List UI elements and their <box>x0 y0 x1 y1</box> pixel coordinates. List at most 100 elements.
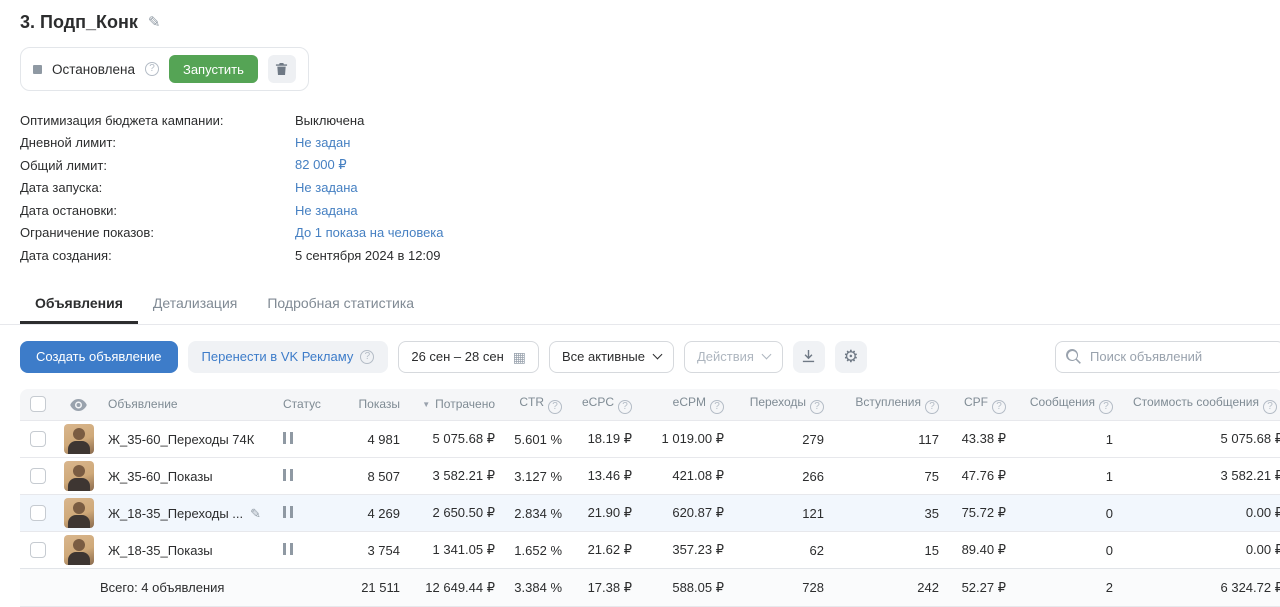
edit-ad-icon[interactable]: ✎ <box>250 506 261 521</box>
col-ad[interactable]: Объявление <box>100 389 275 421</box>
date-range-picker[interactable]: 26 сен – 28 сен ▦ <box>398 341 539 373</box>
cell-ecpc: 21.62 ₽ <box>570 532 640 569</box>
search-input[interactable] <box>1055 341 1280 373</box>
cell-clicks: 266 <box>732 458 832 495</box>
col-joins[interactable]: Вступления <box>832 389 947 421</box>
col-message-cost[interactable]: Стоимость сообщения <box>1121 389 1280 421</box>
date-range-label: 26 сен – 28 сен <box>411 349 503 364</box>
property-value[interactable]: Не задана <box>295 203 358 218</box>
table-totals-row: Всего: 4 объявления 21 511 12 649.44 ₽ 3… <box>20 569 1280 607</box>
tabs: Объявления Детализация Подробная статист… <box>0 289 1280 325</box>
status-filter-label: Все активные <box>562 349 645 364</box>
col-status[interactable]: Статус <box>275 389 330 421</box>
export-button[interactable] <box>793 341 825 373</box>
ad-thumbnail[interactable] <box>64 498 94 528</box>
property-label: Общий лимит: <box>20 158 295 173</box>
cell-status <box>275 421 330 458</box>
property-label: Дата запуска: <box>20 180 295 195</box>
property-label: Ограничение показов: <box>20 225 295 240</box>
cell-message-cost: 3 582.21 ₽ <box>1121 458 1280 495</box>
cell-ecpm: 357.23 ₽ <box>640 532 732 569</box>
tab-ads[interactable]: Объявления <box>20 289 138 324</box>
cell-messages: 0 <box>1014 495 1121 532</box>
ad-name-link[interactable]: Ж_35-60_Переходы 74К <box>108 432 254 447</box>
sort-desc-icon <box>422 397 435 411</box>
create-ad-button[interactable]: Создать объявление <box>20 341 178 373</box>
ad-thumbnail[interactable] <box>64 535 94 565</box>
cell-ctr: 3.127 % <box>503 458 570 495</box>
clicks-help-icon[interactable] <box>810 400 824 414</box>
col-ecpc[interactable]: eCPC <box>570 389 640 421</box>
total-ecpc: 17.38 ₽ <box>570 569 640 607</box>
cell-cpf: 89.40 ₽ <box>947 532 1014 569</box>
cell-cpf: 47.76 ₽ <box>947 458 1014 495</box>
status-filter-dropdown[interactable]: Все активные <box>549 341 674 373</box>
cell-ctr: 2.834 % <box>503 495 570 532</box>
col-ecpm[interactable]: eCPM <box>640 389 732 421</box>
cell-clicks: 121 <box>732 495 832 532</box>
ctr-help-icon[interactable] <box>548 400 562 414</box>
cell-ecpm: 421.08 ₽ <box>640 458 732 495</box>
actions-dropdown[interactable]: Действия <box>684 341 783 373</box>
download-icon <box>801 349 816 364</box>
col-spent[interactable]: Потрачено <box>408 389 503 421</box>
cell-messages: 1 <box>1014 421 1121 458</box>
header-visibility <box>56 389 100 421</box>
cell-messages: 1 <box>1014 458 1121 495</box>
ecpm-help-icon[interactable] <box>710 400 724 414</box>
cpf-help-icon[interactable] <box>992 400 1006 414</box>
cell-thumbnail <box>56 458 100 495</box>
col-impressions[interactable]: Показы <box>330 389 408 421</box>
total-spent: 12 649.44 ₽ <box>408 569 503 607</box>
ecpc-help-icon[interactable] <box>618 400 632 414</box>
col-cpf[interactable]: CPF <box>947 389 1014 421</box>
col-messages[interactable]: Сообщения <box>1014 389 1121 421</box>
ad-thumbnail[interactable] <box>64 424 94 454</box>
transfer-to-vk-ads-button[interactable]: Перенести в VK Рекламу <box>188 341 389 373</box>
row-checkbox[interactable] <box>30 542 46 558</box>
joins-help-icon[interactable] <box>925 400 939 414</box>
campaign-properties: Оптимизация бюджета кампании: Выключена … <box>20 109 1280 267</box>
messages-help-icon[interactable] <box>1099 400 1113 414</box>
status-label: Остановлена <box>52 62 135 77</box>
page-header: 3. Подп_Конк ✎ <box>0 0 1280 33</box>
cell-thumbnail <box>56 421 100 458</box>
table-header-row: Объявление Статус Показы Потрачено CTR e… <box>20 389 1280 421</box>
property-value[interactable]: Не задан <box>295 135 350 150</box>
cell-ad-name: Ж_18-35_Показы <box>100 532 275 569</box>
edit-campaign-icon[interactable]: ✎ <box>148 15 161 30</box>
property-row: Оптимизация бюджета кампании: Выключена <box>20 109 1280 132</box>
select-all-checkbox[interactable] <box>30 396 46 412</box>
settings-button[interactable]: ⚙ <box>835 341 867 373</box>
col-ctr[interactable]: CTR <box>503 389 570 421</box>
gear-icon: ⚙ <box>843 348 858 365</box>
row-checkbox[interactable] <box>30 431 46 447</box>
total-messages: 2 <box>1014 569 1121 607</box>
property-row: Дата остановки: Не задана <box>20 199 1280 222</box>
status-help-icon[interactable] <box>145 62 159 76</box>
tab-detailing[interactable]: Детализация <box>138 289 252 324</box>
property-value[interactable]: До 1 показа на человека <box>295 225 444 240</box>
property-value[interactable]: Не задана <box>295 180 358 195</box>
cell-spent: 2 650.50 ₽ <box>408 495 503 532</box>
message-cost-help-icon[interactable] <box>1263 400 1277 414</box>
cell-clicks: 279 <box>732 421 832 458</box>
header-select-all[interactable] <box>20 389 56 421</box>
ad-thumbnail[interactable] <box>64 461 94 491</box>
row-checkbox[interactable] <box>30 505 46 521</box>
property-value[interactable]: 82 000 ₽ <box>295 157 347 173</box>
run-button[interactable]: Запустить <box>169 55 258 83</box>
toolbar: Создать объявление Перенести в VK Реклам… <box>20 341 1280 373</box>
delete-button[interactable] <box>268 55 296 83</box>
property-label: Дневной лимит: <box>20 135 295 150</box>
total-joins: 242 <box>832 569 947 607</box>
page-title: 3. Подп_Конк <box>20 12 138 33</box>
cell-message-cost: 0.00 ₽ <box>1121 532 1280 569</box>
ad-name-link[interactable]: Ж_18-35_Показы <box>108 543 213 558</box>
tab-detailed-statistics[interactable]: Подробная статистика <box>252 289 429 324</box>
ad-name-link[interactable]: Ж_35-60_Показы <box>108 469 213 484</box>
ad-name-link[interactable]: Ж_18-35_Переходы ... <box>108 506 243 521</box>
table-row: Ж_35-60_Переходы 74К 4 981 5 075.68 ₽ 5.… <box>20 421 1280 458</box>
row-checkbox[interactable] <box>30 468 46 484</box>
col-clicks[interactable]: Переходы <box>732 389 832 421</box>
